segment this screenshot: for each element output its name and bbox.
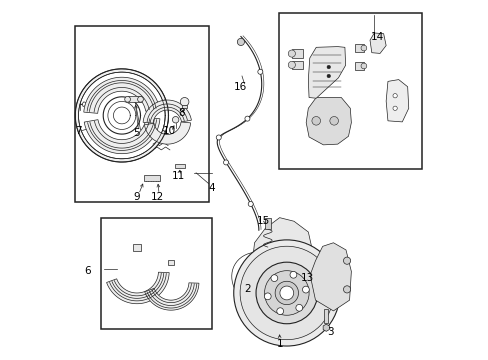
Bar xyxy=(144,175,160,181)
Bar xyxy=(354,44,363,51)
Polygon shape xyxy=(144,283,199,310)
Polygon shape xyxy=(83,77,159,113)
Polygon shape xyxy=(309,243,351,311)
Text: 9: 9 xyxy=(133,192,139,202)
Polygon shape xyxy=(386,80,408,122)
Bar xyxy=(324,309,328,323)
Text: 15: 15 xyxy=(256,216,269,226)
Circle shape xyxy=(289,271,296,278)
Text: 2: 2 xyxy=(244,284,250,294)
Bar xyxy=(174,163,185,168)
Bar xyxy=(127,96,140,102)
Polygon shape xyxy=(84,118,160,154)
Circle shape xyxy=(392,94,396,98)
Text: 1: 1 xyxy=(276,339,283,349)
Circle shape xyxy=(216,135,221,140)
Text: 13: 13 xyxy=(300,273,313,283)
Circle shape xyxy=(172,117,179,123)
Circle shape xyxy=(223,160,228,165)
Polygon shape xyxy=(106,272,169,304)
Bar xyxy=(167,300,174,306)
Circle shape xyxy=(326,65,330,69)
Polygon shape xyxy=(369,33,386,53)
Circle shape xyxy=(124,96,130,102)
Circle shape xyxy=(287,61,295,68)
Bar xyxy=(133,244,140,251)
Bar xyxy=(101,218,212,329)
Text: 12: 12 xyxy=(151,192,164,202)
Bar xyxy=(75,26,208,202)
Bar xyxy=(264,219,270,229)
Text: 5: 5 xyxy=(133,129,140,138)
Circle shape xyxy=(343,286,350,293)
Text: 6: 6 xyxy=(84,266,91,276)
Circle shape xyxy=(233,240,339,346)
Circle shape xyxy=(392,106,396,111)
Bar xyxy=(278,13,421,169)
Circle shape xyxy=(329,117,338,125)
Polygon shape xyxy=(250,218,315,315)
Text: 4: 4 xyxy=(208,183,214,193)
Text: 11: 11 xyxy=(171,171,184,181)
Bar xyxy=(291,61,302,69)
Circle shape xyxy=(244,116,249,121)
Text: 7: 7 xyxy=(75,126,82,135)
Circle shape xyxy=(257,69,263,74)
Polygon shape xyxy=(75,69,168,162)
Polygon shape xyxy=(323,324,329,331)
Circle shape xyxy=(240,246,333,340)
Circle shape xyxy=(276,308,283,315)
Circle shape xyxy=(270,275,277,282)
Text: 8: 8 xyxy=(178,108,184,118)
Polygon shape xyxy=(305,98,351,145)
Circle shape xyxy=(248,202,253,207)
Circle shape xyxy=(326,74,330,78)
Circle shape xyxy=(180,98,188,106)
Text: 16: 16 xyxy=(233,82,246,92)
Bar xyxy=(354,62,363,69)
Circle shape xyxy=(360,63,366,69)
Circle shape xyxy=(311,117,320,125)
Polygon shape xyxy=(143,100,191,123)
Circle shape xyxy=(360,45,366,51)
Text: 14: 14 xyxy=(370,32,384,41)
Circle shape xyxy=(256,262,317,324)
Text: 3: 3 xyxy=(326,327,333,337)
Circle shape xyxy=(137,96,143,102)
Circle shape xyxy=(275,281,298,305)
Polygon shape xyxy=(163,99,168,131)
Circle shape xyxy=(237,39,244,45)
Polygon shape xyxy=(144,122,190,144)
Polygon shape xyxy=(308,46,345,98)
Bar xyxy=(182,105,186,108)
Bar xyxy=(133,293,140,300)
Circle shape xyxy=(343,257,350,264)
Circle shape xyxy=(287,50,295,57)
Circle shape xyxy=(264,293,270,300)
Text: 10: 10 xyxy=(163,126,175,135)
Circle shape xyxy=(279,286,293,300)
Bar xyxy=(291,49,302,58)
Circle shape xyxy=(295,305,302,311)
Bar xyxy=(167,260,174,265)
Circle shape xyxy=(302,286,309,293)
Circle shape xyxy=(264,271,308,315)
